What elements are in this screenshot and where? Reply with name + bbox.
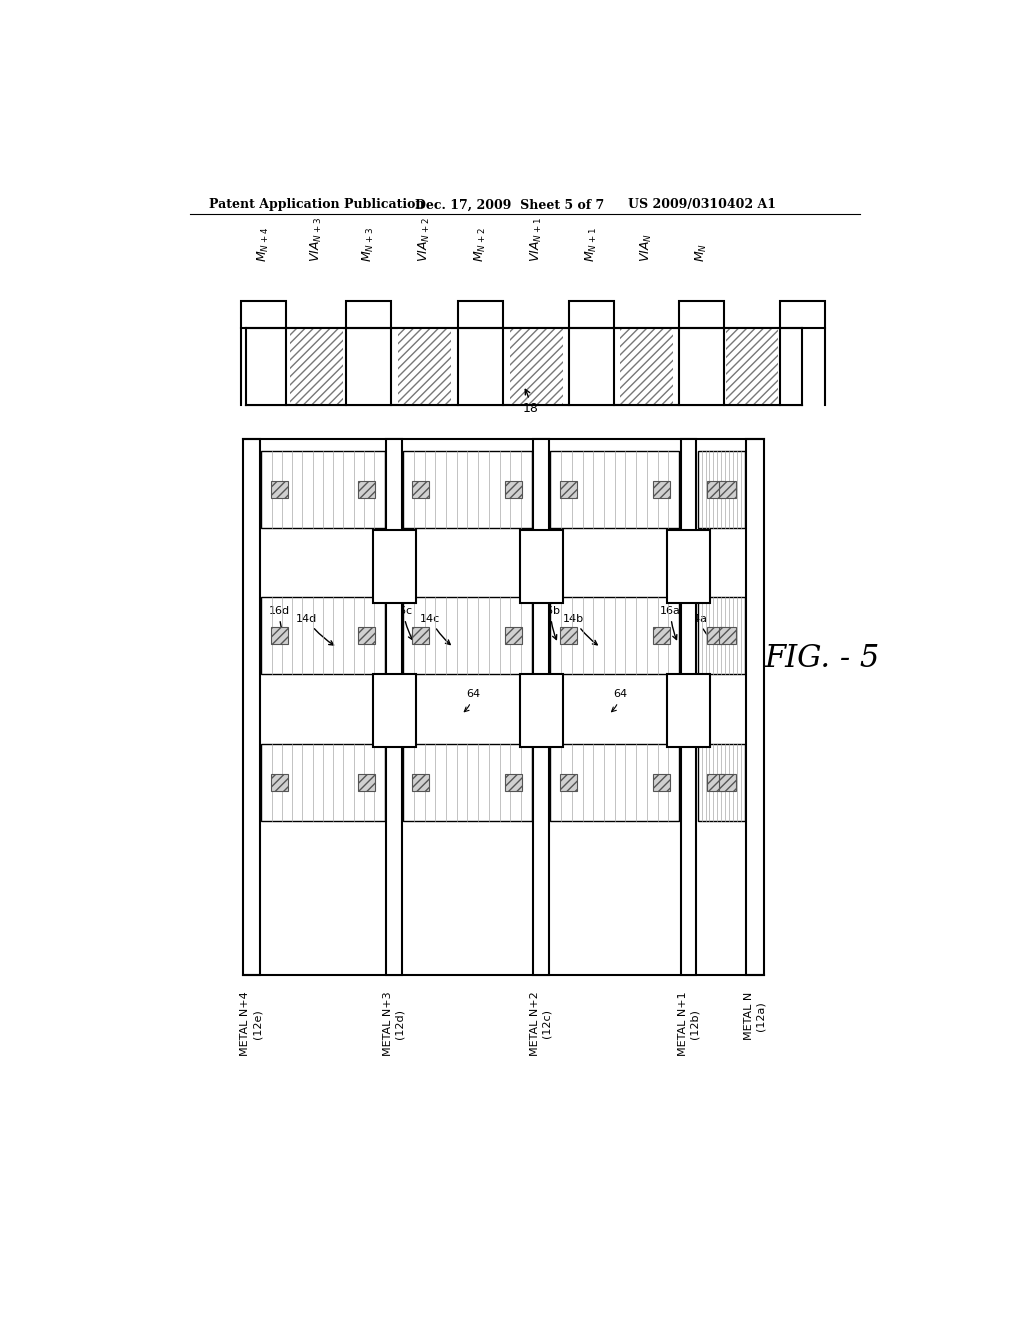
Text: 16d: 16d: [268, 606, 290, 639]
Bar: [697, 597, 744, 675]
Text: 14d: 14d: [296, 614, 334, 645]
Bar: [413, 774, 429, 791]
Bar: [520, 675, 563, 747]
Bar: [506, 627, 522, 644]
Bar: [270, 627, 288, 644]
Bar: [707, 774, 724, 791]
Text: METAL N+3
(12d): METAL N+3 (12d): [383, 991, 404, 1056]
Text: METAL N+2
(12c): METAL N+2 (12c): [530, 991, 552, 1056]
Text: METAL N+4
(12e): METAL N+4 (12e): [241, 991, 262, 1056]
Bar: [290, 330, 343, 405]
Bar: [560, 774, 577, 791]
Bar: [510, 330, 563, 405]
Bar: [550, 743, 679, 821]
Bar: [458, 327, 503, 405]
Bar: [241, 301, 286, 327]
Text: Dec. 17, 2009  Sheet 5 of 7: Dec. 17, 2009 Sheet 5 of 7: [415, 198, 604, 211]
Bar: [346, 301, 391, 327]
Bar: [534, 440, 549, 974]
Bar: [241, 327, 286, 405]
Bar: [697, 743, 744, 821]
Bar: [719, 627, 735, 644]
Text: METAL N+1
(12b): METAL N+1 (12b): [678, 991, 699, 1056]
Bar: [261, 743, 385, 821]
Bar: [243, 440, 260, 974]
Text: $VIA_{N}$: $VIA_{N}$: [639, 234, 654, 263]
Bar: [358, 480, 375, 498]
Bar: [398, 330, 452, 405]
Text: $VIA_{N+2}$: $VIA_{N+2}$: [417, 218, 432, 263]
Bar: [668, 529, 710, 603]
Bar: [779, 301, 824, 327]
Bar: [261, 451, 385, 528]
Bar: [652, 774, 670, 791]
Text: 14c: 14c: [420, 614, 451, 644]
Bar: [506, 480, 522, 498]
Text: $M_{N+4}$: $M_{N+4}$: [256, 227, 271, 263]
Text: FIG. - 5: FIG. - 5: [764, 643, 880, 675]
Text: 16c: 16c: [393, 606, 414, 640]
Text: 14b: 14b: [563, 614, 597, 644]
Text: Patent Application Publication: Patent Application Publication: [209, 198, 425, 211]
Bar: [779, 327, 824, 405]
Bar: [707, 480, 724, 498]
Bar: [358, 627, 375, 644]
Text: $M_{N+2}$: $M_{N+2}$: [473, 227, 488, 263]
Text: 18: 18: [523, 389, 539, 416]
Bar: [697, 451, 744, 528]
Bar: [719, 480, 735, 498]
Bar: [719, 774, 735, 791]
Bar: [270, 480, 288, 498]
Bar: [550, 451, 679, 528]
Bar: [550, 597, 679, 675]
Bar: [246, 327, 802, 405]
Text: 16b: 16b: [540, 606, 561, 639]
Text: $VIA_{N+1}$: $VIA_{N+1}$: [528, 218, 544, 263]
Text: US 2009/0310402 A1: US 2009/0310402 A1: [628, 198, 776, 211]
Bar: [569, 327, 614, 405]
Bar: [746, 440, 764, 974]
Bar: [458, 301, 503, 327]
Bar: [261, 597, 385, 675]
Text: 14a: 14a: [687, 614, 716, 644]
Bar: [403, 597, 531, 675]
Bar: [621, 330, 673, 405]
Bar: [358, 774, 375, 791]
Bar: [506, 774, 522, 791]
Bar: [373, 675, 416, 747]
Bar: [403, 743, 531, 821]
Bar: [413, 627, 429, 644]
Bar: [652, 480, 670, 498]
Text: $M_{N}$: $M_{N}$: [694, 243, 709, 263]
Bar: [413, 480, 429, 498]
Text: $M_{N+3}$: $M_{N+3}$: [360, 227, 376, 263]
Bar: [373, 529, 416, 603]
Bar: [679, 301, 724, 327]
Bar: [520, 529, 563, 603]
Bar: [726, 330, 778, 405]
Text: METAL N
(12a): METAL N (12a): [744, 991, 766, 1040]
Bar: [560, 480, 577, 498]
Text: $M_{N+1}$: $M_{N+1}$: [584, 227, 599, 263]
Bar: [679, 327, 724, 405]
Bar: [560, 627, 577, 644]
Text: $VIA_{N+3}$: $VIA_{N+3}$: [309, 218, 324, 263]
Bar: [569, 301, 614, 327]
Bar: [707, 627, 724, 644]
Text: 16a: 16a: [660, 606, 681, 639]
Text: 64: 64: [611, 689, 627, 711]
Bar: [668, 675, 710, 747]
Text: 64: 64: [464, 689, 480, 711]
Bar: [652, 627, 670, 644]
Bar: [403, 451, 531, 528]
Bar: [681, 440, 696, 974]
Bar: [346, 327, 391, 405]
Bar: [386, 440, 401, 974]
Bar: [270, 774, 288, 791]
